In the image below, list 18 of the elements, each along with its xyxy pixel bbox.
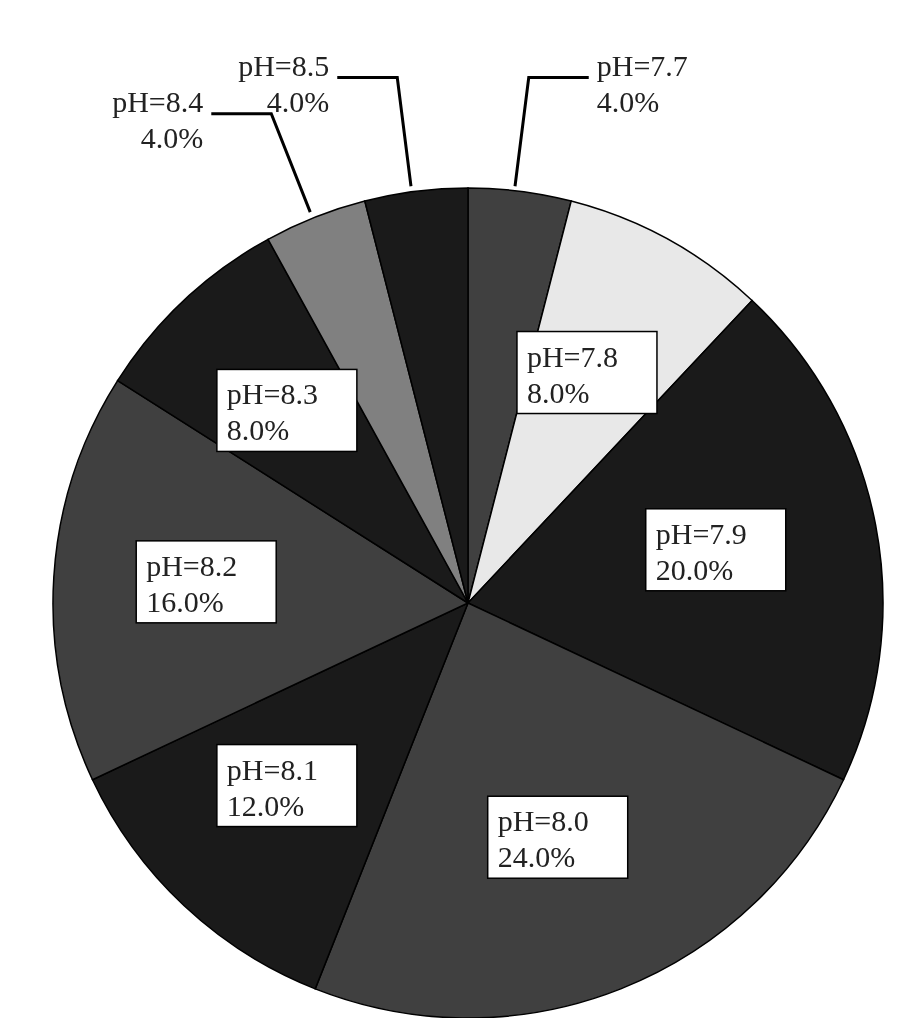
slice-label: pH=8.4	[112, 84, 204, 118]
data-label: 4.0%	[596, 84, 660, 118]
data-label: 8.0%	[226, 413, 290, 447]
data-label: 20.0%	[655, 552, 734, 586]
data-label: 4.0%	[266, 84, 330, 118]
data-label: 8.0%	[526, 375, 590, 409]
slice-label: pH=8.2	[146, 548, 238, 582]
slice-label: pH=8.3	[226, 377, 318, 411]
slice-label: pH=8.0	[497, 804, 589, 838]
slice-label: pH=8.5	[238, 48, 330, 82]
slice-label: pH=8.1	[226, 752, 318, 786]
data-label: 16.0%	[146, 584, 224, 618]
slice-label: pH=7.7	[596, 48, 688, 82]
data-label: 4.0%	[140, 120, 204, 154]
data-label: 24.0%	[497, 840, 576, 874]
slice-label: pH=7.9	[655, 516, 747, 550]
slice-label: pH=7.8	[526, 339, 619, 373]
data-label: 12.0%	[226, 788, 305, 822]
